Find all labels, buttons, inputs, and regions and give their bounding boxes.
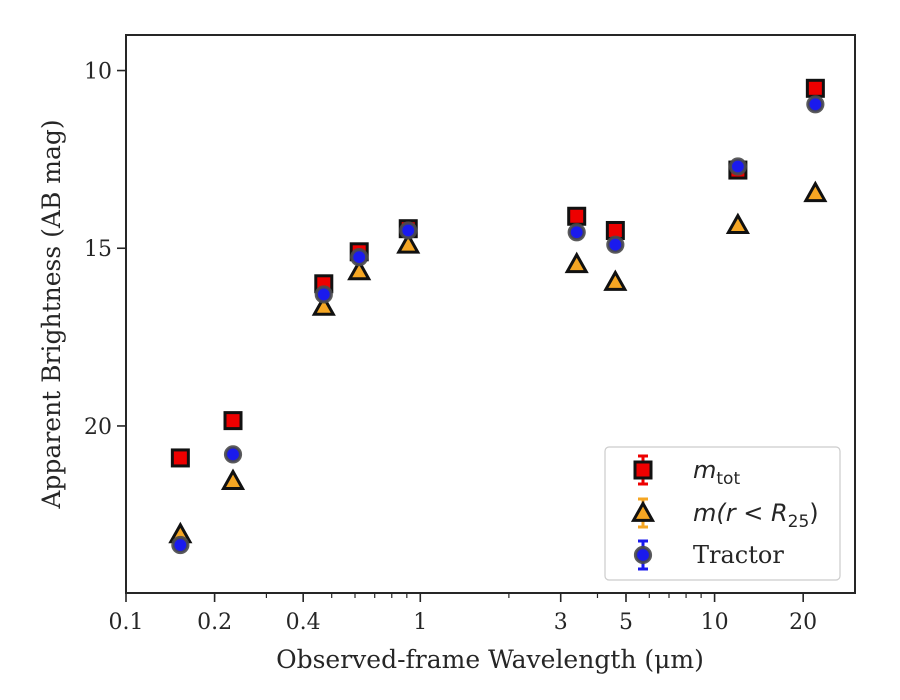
mtot-point	[567, 206, 587, 226]
tractor-point	[171, 535, 190, 555]
x-tick-label: 5	[619, 610, 633, 635]
x-tick-label: 0.4	[286, 610, 321, 635]
legend-label: Tractor	[693, 541, 784, 569]
y-tick-label: 10	[84, 60, 112, 85]
tractor-point	[223, 445, 243, 464]
tractor-point	[728, 157, 747, 176]
y-tick-label: 15	[84, 237, 112, 262]
mr25-point	[347, 258, 372, 281]
legend-box	[604, 446, 841, 581]
mr25-point	[603, 269, 628, 291]
plot-area	[168, 78, 828, 555]
mr25-point	[725, 212, 750, 235]
mr25-point	[311, 294, 336, 316]
legend-label: m(r < R25)	[693, 499, 819, 532]
mtot-point	[223, 411, 243, 431]
tractor-point	[399, 221, 418, 240]
tractor-point	[606, 235, 625, 254]
mr25-point	[803, 180, 828, 203]
tractor-point	[314, 285, 333, 304]
legend-label: mtot	[693, 456, 740, 489]
x-axis-title: Observed-frame Wavelength (μm)	[276, 645, 704, 674]
y-tick-label: 20	[84, 415, 112, 440]
y-axis-title: Apparent Brightness (AB mag)	[37, 119, 66, 509]
mr25-point	[564, 251, 589, 274]
tractor-point	[806, 95, 825, 114]
mr25-point	[220, 468, 246, 490]
mtot-point	[805, 78, 825, 98]
plot-frame	[125, 34, 856, 594]
axis-ticks: 0.1 0.2 0.4 1 3 5 10 20 10 15 20	[84, 60, 817, 635]
x-tick-label: 3	[554, 610, 568, 635]
x-tick-label: 0.2	[197, 610, 232, 635]
x-tick-label: 0.1	[109, 610, 144, 635]
tractor-point	[567, 223, 586, 242]
x-tick-label: 10	[701, 610, 729, 635]
mr25-point	[396, 232, 421, 254]
x-tick-label: 20	[789, 610, 817, 635]
mtot-point	[170, 448, 190, 468]
legend-marker	[630, 500, 656, 522]
legend: mtot m(r < R25) Tractor	[604, 446, 841, 581]
legend-marker	[633, 460, 653, 480]
legend-marker	[633, 545, 653, 565]
tractor-point	[350, 248, 369, 267]
x-tick-label: 1	[413, 610, 427, 635]
